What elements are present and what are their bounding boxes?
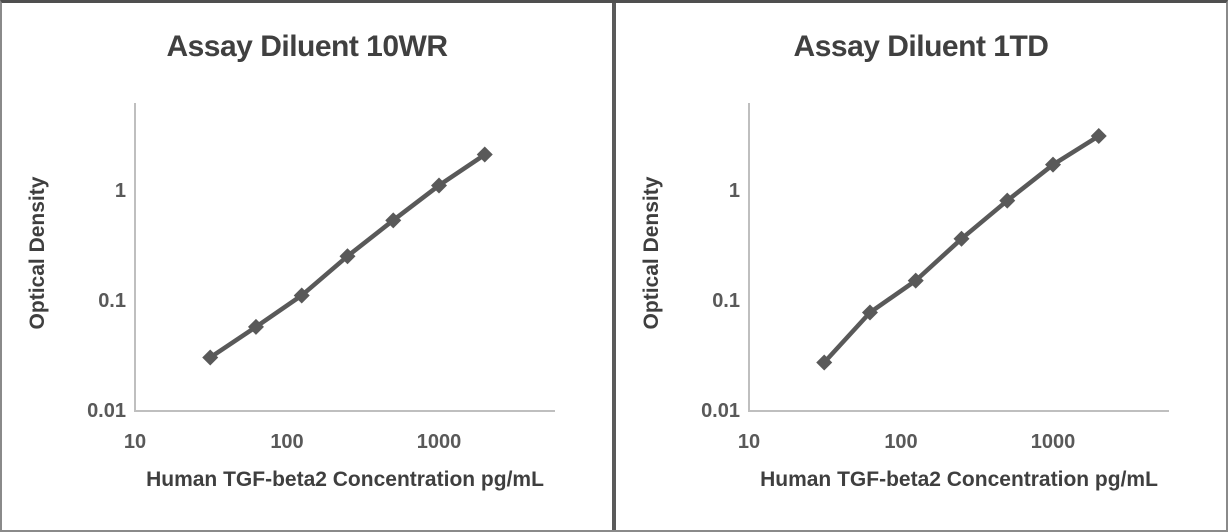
x-axis-title: Human TGF-beta2 Concentration pg/mL <box>760 468 1158 491</box>
data-point-marker <box>1090 127 1107 144</box>
plot-area: 10 100 1000 1 0.1 0.01 <box>87 103 555 453</box>
x-tick-label: 100 <box>270 431 303 453</box>
x-tick-label: 100 <box>884 431 917 453</box>
data-point-marker <box>202 349 219 366</box>
chart-title: Assay Diluent 10WR <box>166 30 448 63</box>
data-point-marker <box>816 354 833 371</box>
x-tick-label: 1000 <box>417 431 462 453</box>
data-point-marker <box>861 304 878 321</box>
data-point-marker <box>339 248 356 265</box>
x-axis-title: Human TGF-beta2 Concentration pg/mL <box>146 468 544 491</box>
data-point-marker <box>999 192 1016 209</box>
data-point-marker <box>907 272 924 289</box>
y-tick-label: 1 <box>729 180 740 202</box>
data-point-marker <box>953 230 970 247</box>
chart-panel-10wr: Assay Diluent 10WR Optical Density 10 100… <box>2 3 614 530</box>
chart-title: Assay Diluent 1TD <box>793 30 1049 63</box>
y-tick-label: 1 <box>115 180 126 202</box>
y-tick-label: 0.1 <box>712 290 740 312</box>
data-point-marker <box>476 146 493 163</box>
data-point-marker <box>431 177 447 194</box>
series-line <box>821 133 1102 365</box>
chart-panel-1td: Assay Diluent 1TD Optical Density 10 100 1… <box>614 3 1226 530</box>
data-point-marker <box>247 318 264 335</box>
data-point-marker <box>293 287 310 304</box>
axis-lines <box>134 103 555 412</box>
x-tick-label: 10 <box>738 431 760 453</box>
x-tick-label: 10 <box>124 431 146 453</box>
y-tick-label: 0.01 <box>87 400 126 422</box>
axis-lines <box>748 103 1169 412</box>
data-point-marker <box>385 212 402 229</box>
y-tick-label: 0.01 <box>701 400 740 422</box>
x-tick-label: 1000 <box>1031 431 1076 453</box>
y-tick-label: 0.1 <box>98 290 126 312</box>
data-point-marker <box>1045 156 1061 173</box>
plot-area: 10 100 1000 1 0.1 0.01 <box>701 103 1169 453</box>
